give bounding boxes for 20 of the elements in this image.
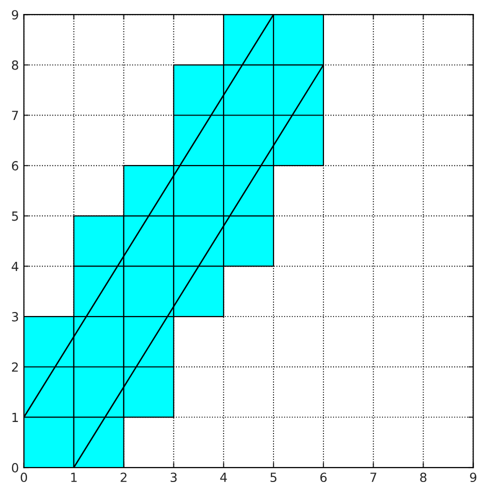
x-tick-label: 6	[320, 472, 327, 482]
x-tick-label: 0	[20, 472, 28, 482]
x-tick-label: 2	[120, 472, 126, 482]
y-tick-label: 0	[12, 462, 18, 472]
y-tick-label: 2	[12, 362, 18, 372]
y-tick-label: 3	[12, 312, 18, 322]
x-tick-label: 9	[470, 472, 476, 482]
y-tick-label: 8	[12, 60, 18, 70]
y-tick-label: 6	[12, 161, 18, 171]
y-tick-label: 4	[12, 262, 18, 271]
y-tick-label: 7	[12, 110, 18, 120]
x-tick-label: 7	[370, 472, 376, 482]
x-tick-label: 1	[71, 472, 77, 482]
y-tick-label: 5	[12, 212, 18, 221]
x-tick-label: 3	[170, 472, 177, 482]
x-tick-label: 4	[220, 472, 227, 482]
x-tick-label: 8	[420, 472, 426, 482]
y-tick-label: 1	[12, 412, 18, 422]
x-tick-label: 5	[270, 472, 276, 482]
y-tick-label: 9	[12, 10, 18, 20]
